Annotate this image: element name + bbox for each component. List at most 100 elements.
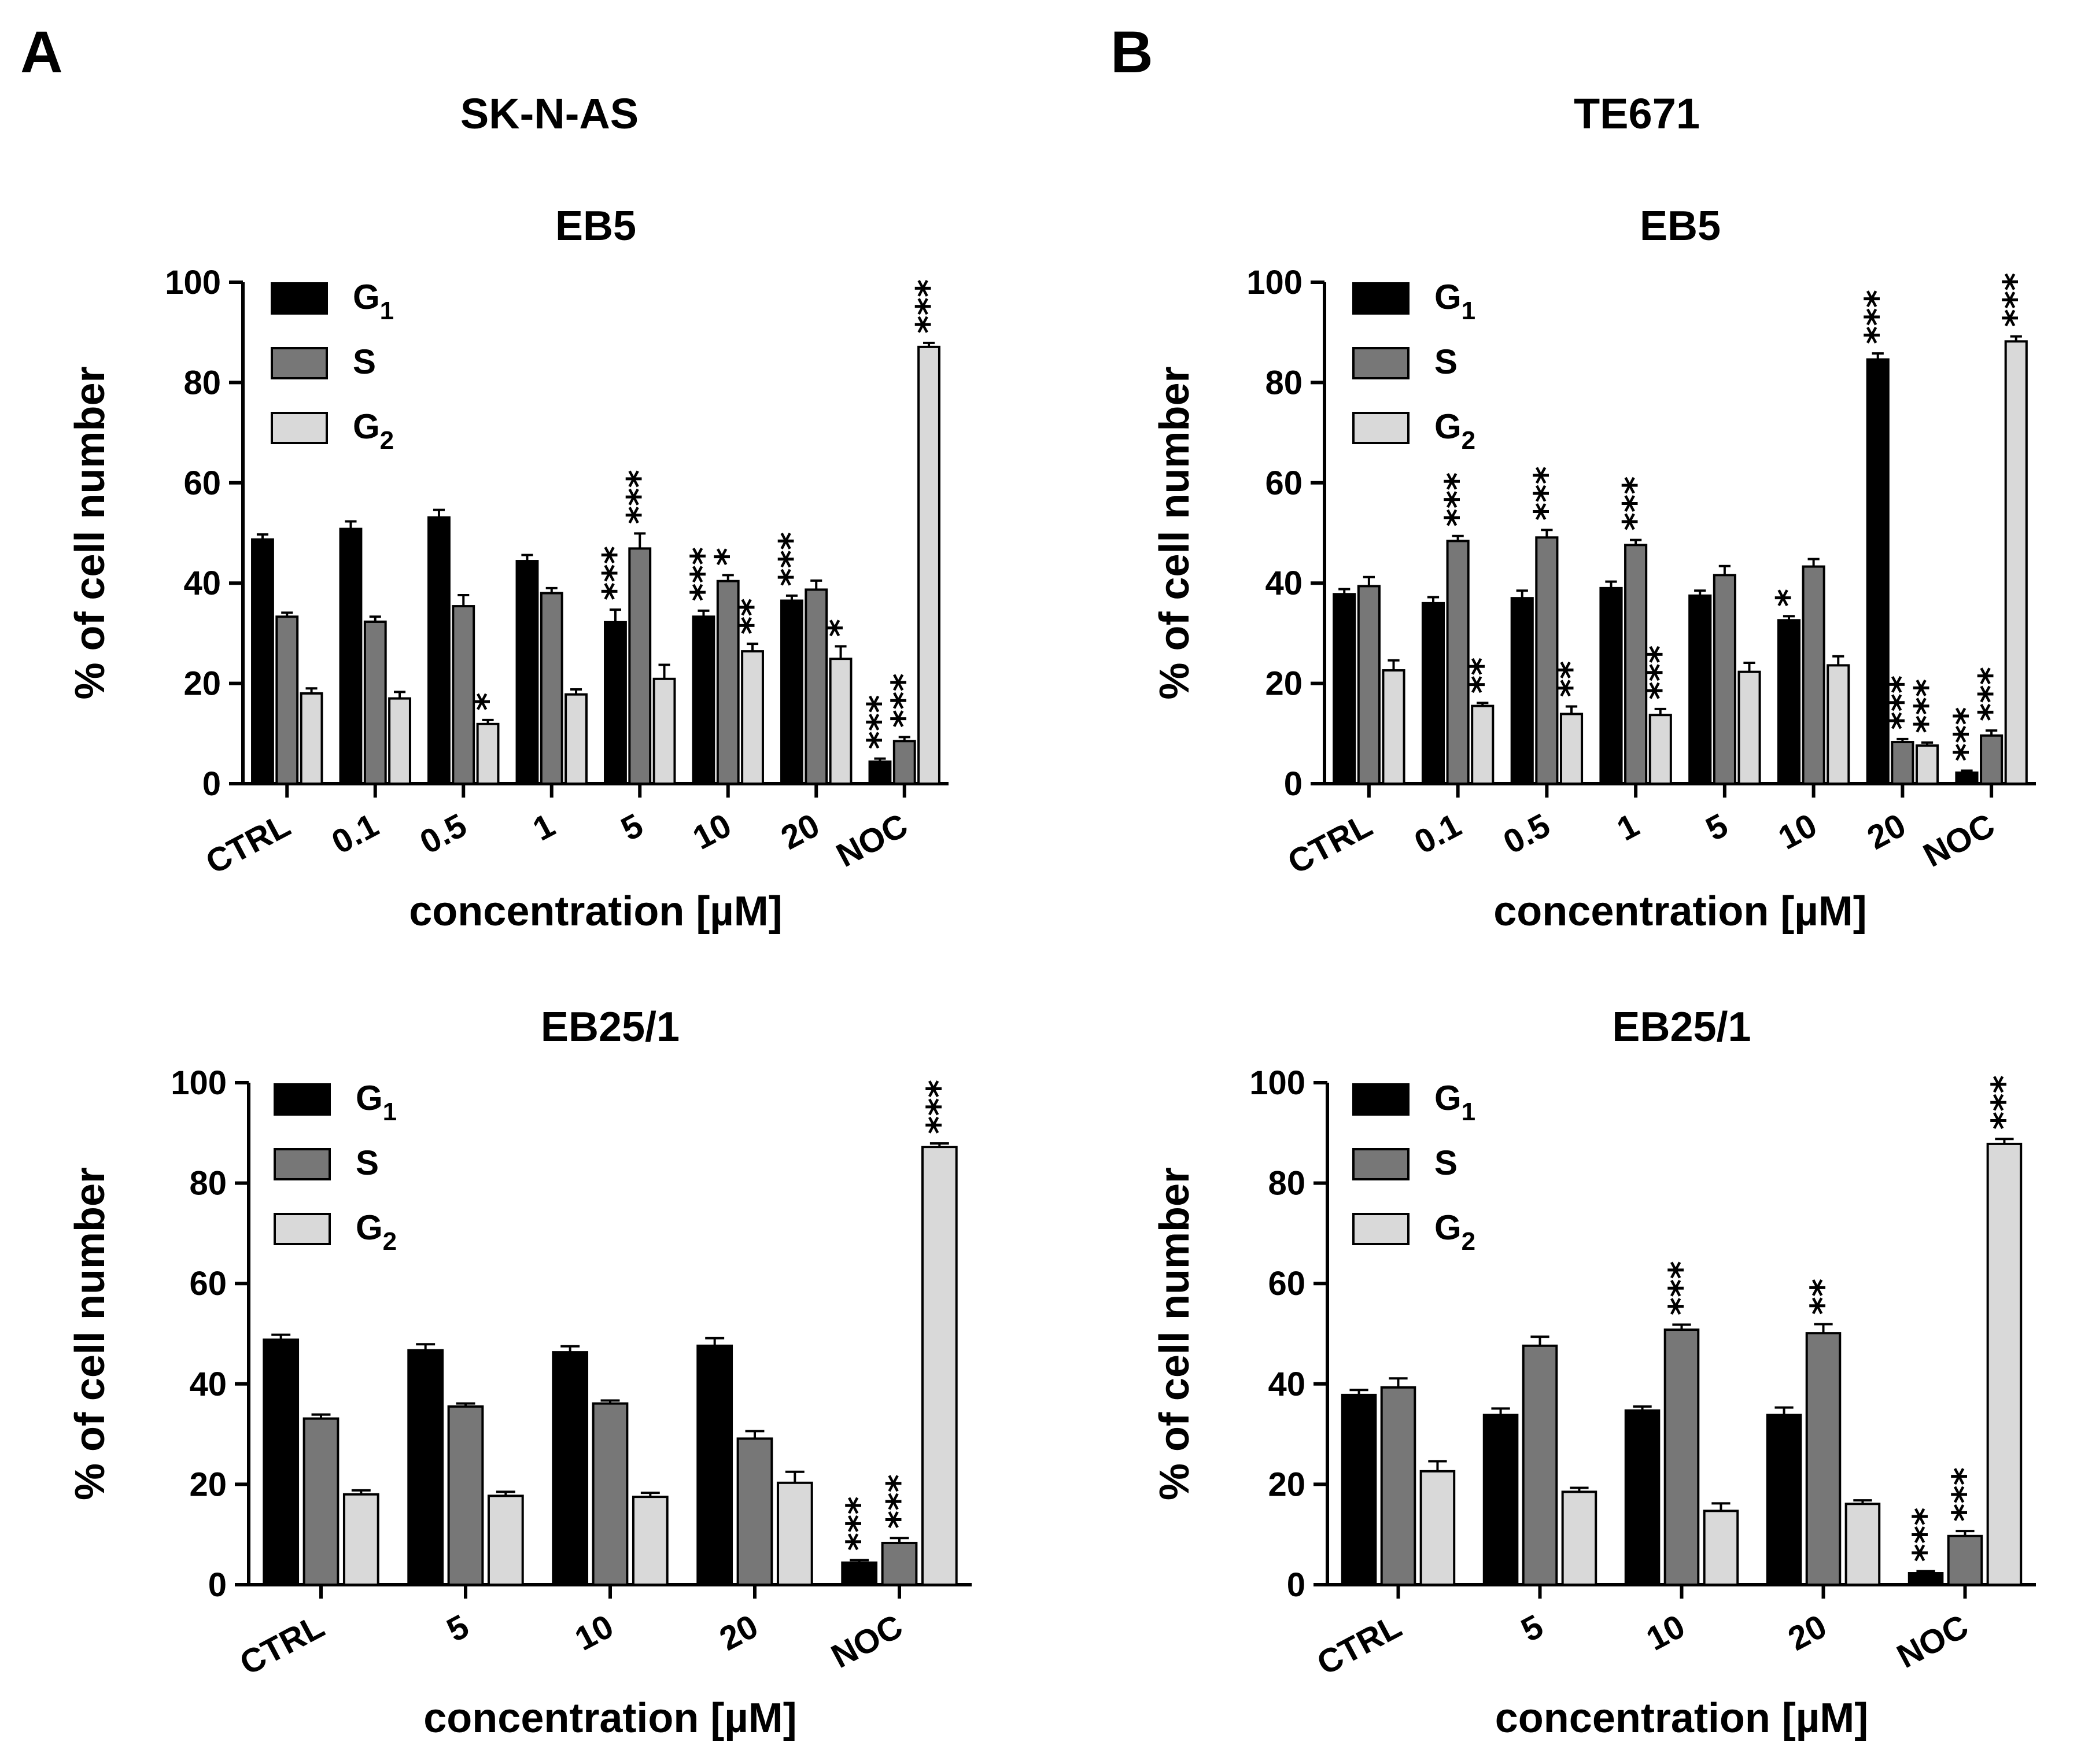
y-axis-label: % of cell number bbox=[67, 366, 113, 699]
bar-g2 bbox=[1737, 670, 1761, 785]
bar-g2 bbox=[741, 650, 764, 785]
y-tick-label: 80 bbox=[189, 1165, 227, 1202]
y-tick-label: 80 bbox=[1268, 1165, 1305, 1202]
y-tick-label: 40 bbox=[183, 564, 221, 602]
bar-g2 bbox=[1827, 664, 1850, 785]
legend-label: S bbox=[356, 1143, 379, 1182]
significance-marker: ** bbox=[732, 598, 773, 634]
bar-g1 bbox=[1341, 1393, 1377, 1586]
bar-g1 bbox=[1955, 771, 1979, 785]
significance-marker: * bbox=[708, 548, 748, 566]
legend-swatch bbox=[1352, 1213, 1410, 1245]
bar-g1 bbox=[1421, 601, 1445, 785]
significance-marker: *** bbox=[1984, 1075, 2024, 1130]
significance-marker: *** bbox=[1945, 1467, 1986, 1522]
x-tick-label: 5 bbox=[1700, 806, 1734, 848]
x-tick-label: NOC bbox=[1917, 806, 2001, 874]
significance-marker: *** bbox=[1662, 1261, 1702, 1315]
significance-marker: *** bbox=[1882, 676, 1923, 730]
significance-marker: ** bbox=[1462, 658, 1503, 694]
significance-marker: * bbox=[821, 619, 861, 637]
legend-label: G1 bbox=[353, 278, 394, 325]
y-tick-label: 20 bbox=[183, 665, 221, 703]
bar-g1 bbox=[1866, 358, 1890, 785]
bar-g2 bbox=[487, 1494, 524, 1586]
legend-swatch bbox=[271, 282, 328, 315]
bar-g2 bbox=[632, 1496, 669, 1586]
chart-title: EB5 bbox=[1640, 203, 1721, 249]
legend-label: G1 bbox=[1434, 278, 1475, 325]
y-tick-label: 40 bbox=[1268, 1366, 1305, 1403]
bar-s bbox=[1663, 1328, 1700, 1586]
bar-g2 bbox=[829, 658, 853, 785]
bar-g2 bbox=[1986, 1142, 2023, 1586]
significance-marker: *** bbox=[772, 532, 812, 586]
panel-letter-b: B bbox=[1110, 19, 1153, 85]
x-tick-label: 5 bbox=[441, 1607, 475, 1649]
x-tick-label: CTRL bbox=[234, 1607, 330, 1682]
legend-swatch bbox=[1352, 282, 1410, 315]
y-tick-label: 60 bbox=[183, 464, 221, 502]
bar-g2 bbox=[2004, 340, 2028, 785]
bar-g2 bbox=[1561, 1490, 1597, 1586]
legend-label: G2 bbox=[1434, 1208, 1475, 1256]
bar-g1 bbox=[780, 599, 803, 785]
bar-g2 bbox=[1648, 714, 1672, 785]
x-tick-label: 0.1 bbox=[326, 806, 385, 861]
chart-title: EB25/1 bbox=[541, 1004, 680, 1050]
bar-s bbox=[363, 620, 387, 785]
legend-label: G1 bbox=[356, 1079, 397, 1126]
bar-s bbox=[628, 547, 652, 785]
bar-g1 bbox=[515, 560, 539, 785]
legend-label: G1 bbox=[1434, 1079, 1475, 1126]
bar-s bbox=[805, 588, 828, 785]
legend: G1 S G2 bbox=[274, 1079, 397, 1256]
significance-marker: *** bbox=[1640, 645, 1681, 700]
x-axis-label: concentration [µM] bbox=[423, 1695, 796, 1741]
x-tick-label: 20 bbox=[1782, 1607, 1832, 1658]
bar-g1 bbox=[339, 527, 363, 785]
y-tick-label: 40 bbox=[1265, 564, 1303, 602]
bar-s bbox=[1947, 1534, 1983, 1586]
bar-g2 bbox=[476, 722, 500, 785]
significance-marker: *** bbox=[879, 1474, 920, 1529]
x-tick-label: 10 bbox=[687, 806, 737, 857]
significance-marker: *** bbox=[1438, 473, 1478, 527]
bar-g2 bbox=[1419, 1470, 1456, 1586]
y-axis-label: % of cell number bbox=[1152, 366, 1198, 699]
cell-line-title-a: SK-N-AS bbox=[460, 90, 639, 138]
bar-g1 bbox=[1688, 594, 1712, 785]
bar-s bbox=[1805, 1332, 1842, 1586]
legend-swatch bbox=[274, 1083, 331, 1116]
x-tick-label: 1 bbox=[1611, 806, 1645, 848]
bar-g2 bbox=[921, 1146, 958, 1586]
y-tick-label: 0 bbox=[208, 1566, 227, 1604]
bar-g2 bbox=[776, 1481, 813, 1586]
y-tick-label: 0 bbox=[1284, 765, 1303, 803]
chart-title: EB25/1 bbox=[1612, 1004, 1751, 1050]
cell-line-title-b: TE671 bbox=[1574, 90, 1700, 138]
x-tick-label: 0.1 bbox=[1408, 806, 1467, 861]
x-tick-label: 0.5 bbox=[1497, 806, 1556, 861]
bar-g1 bbox=[263, 1338, 300, 1586]
bar-s bbox=[302, 1417, 340, 1586]
x-tick-label: 10 bbox=[1640, 1607, 1691, 1658]
x-tick-label: CTRL bbox=[200, 806, 296, 881]
y-tick-label: 100 bbox=[171, 1064, 227, 1102]
chart-title: EB5 bbox=[555, 203, 636, 249]
legend-swatch bbox=[274, 1213, 331, 1245]
bar-g1 bbox=[427, 516, 451, 785]
y-tick-label: 20 bbox=[1268, 1466, 1305, 1503]
significance-marker: *** bbox=[919, 1080, 960, 1134]
significance-marker: *** bbox=[909, 279, 949, 334]
x-tick-label: 10 bbox=[1772, 806, 1822, 857]
bar-g2 bbox=[1915, 744, 1939, 785]
legend: G1 S G2 bbox=[1352, 1079, 1475, 1256]
bar-g1 bbox=[1333, 593, 1356, 785]
bar-s bbox=[447, 1405, 484, 1586]
y-tick-label: 100 bbox=[1249, 1064, 1305, 1102]
x-axis-label: concentration [µM] bbox=[1495, 1695, 1868, 1741]
y-tick-label: 80 bbox=[183, 364, 221, 401]
